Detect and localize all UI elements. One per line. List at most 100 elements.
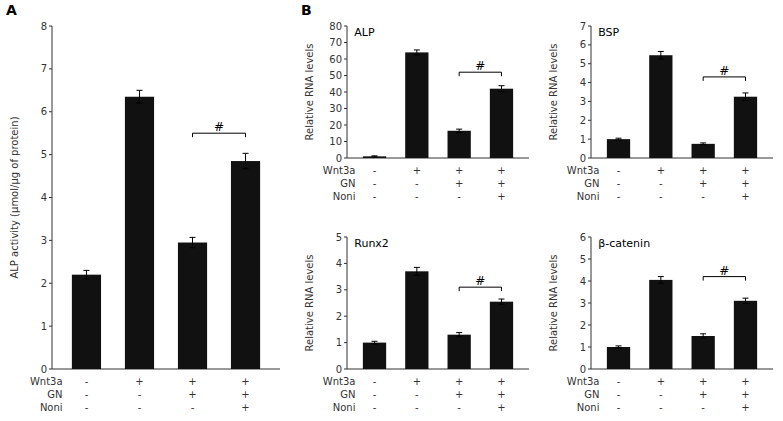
category-label: + [135, 376, 143, 387]
category-label: - [617, 165, 621, 176]
category-label: + [657, 165, 665, 176]
bar [649, 55, 672, 158]
y-tick [344, 108, 347, 109]
y-tick [344, 141, 347, 142]
error-cap [498, 91, 504, 92]
row-label: GN [47, 389, 62, 400]
y-tick-label: 70 [329, 37, 342, 48]
y-tick-label: 3 [336, 284, 342, 295]
error-bar [372, 155, 378, 157]
y-tick [588, 120, 591, 121]
error-cap [456, 132, 462, 133]
error-cap [414, 267, 420, 268]
error-cap [83, 270, 89, 271]
y-tick [344, 92, 347, 93]
category-label: - [659, 178, 663, 189]
error-bar [742, 298, 748, 303]
category-label: + [241, 389, 249, 400]
error-bar [616, 346, 622, 348]
category-label: + [188, 389, 196, 400]
bar [490, 89, 513, 158]
error-line [416, 267, 417, 275]
y-tick [344, 42, 347, 43]
y-tick-label: 6 [41, 106, 47, 117]
y-tick [588, 44, 591, 45]
category-label: - [617, 389, 621, 400]
error-line [660, 277, 661, 284]
significance-label: # [719, 264, 729, 278]
y-tick [588, 281, 591, 282]
bar [734, 301, 757, 369]
category-label: - [85, 402, 89, 413]
row-label: GN [340, 389, 355, 400]
y-tick-label: 50 [329, 70, 342, 81]
y-tick [588, 237, 591, 238]
error-bar [498, 299, 504, 304]
y-tick-label: 5 [336, 232, 342, 243]
panel: 012345#Runx2Relative RNA levelsWnt3a-+++… [304, 232, 530, 413]
y-tick-label: 2 [41, 278, 47, 289]
error-bar [658, 277, 664, 284]
panel-label: A [6, 2, 17, 18]
error-bar [190, 237, 196, 247]
error-cap [616, 140, 622, 141]
y-tick-label: 0 [580, 153, 586, 164]
error-cap [498, 85, 504, 86]
error-cap [742, 298, 748, 299]
y-tick [344, 237, 347, 238]
category-label: + [699, 389, 707, 400]
y-axis-label: Relative RNA levels [548, 44, 559, 141]
category-label: + [741, 402, 749, 413]
error-bar [742, 93, 748, 101]
y-axis-label: ALP activity (μmol/μg of protein) [9, 116, 20, 278]
category-label: - [415, 191, 419, 202]
category-label: + [497, 165, 505, 176]
error-bar [372, 341, 378, 344]
category-label: + [497, 376, 505, 387]
category-label: - [617, 402, 621, 413]
bar [448, 131, 471, 158]
y-tick-label: 3 [41, 235, 47, 246]
category-label: + [241, 376, 249, 387]
y-tick [49, 197, 52, 198]
y-tick-label: 2 [580, 115, 586, 126]
y-tick [344, 26, 347, 27]
category-label: - [373, 178, 377, 189]
row-label: Noni [333, 191, 356, 202]
error-line [86, 270, 87, 279]
y-tick-label: 2 [580, 320, 586, 331]
error-cap [616, 138, 622, 139]
y-tick [49, 283, 52, 284]
y-tick [588, 325, 591, 326]
error-cap [136, 103, 142, 104]
error-cap [456, 129, 462, 130]
error-cap [742, 92, 748, 93]
category-label: + [455, 165, 463, 176]
category-label: + [657, 376, 665, 387]
y-tick-label: 2 [336, 311, 342, 322]
y-tick [49, 240, 52, 241]
bar [178, 243, 207, 369]
figure: 012345678A#ALP activity (μmol/μg of prot… [0, 0, 783, 421]
category-label: - [85, 389, 89, 400]
y-tick-label: 7 [41, 63, 47, 74]
error-bar [700, 143, 706, 145]
error-cap [456, 336, 462, 337]
error-line [660, 51, 661, 59]
y-tick [49, 26, 52, 27]
y-tick [588, 259, 591, 260]
panel: 01234567#BSPRelative RNA levelsWnt3a-+++… [548, 21, 774, 202]
y-tick-label: 6 [580, 39, 586, 50]
category-label: + [455, 389, 463, 400]
error-cap [616, 348, 622, 349]
error-cap [498, 299, 504, 300]
category-label: + [455, 178, 463, 189]
bar [607, 347, 630, 369]
category-label: + [241, 402, 249, 413]
y-axis [591, 26, 592, 158]
bar [405, 52, 428, 158]
panel-title: ALP [354, 26, 375, 39]
error-cap [83, 278, 89, 279]
row-label: Noni [577, 402, 600, 413]
category-label: + [741, 165, 749, 176]
